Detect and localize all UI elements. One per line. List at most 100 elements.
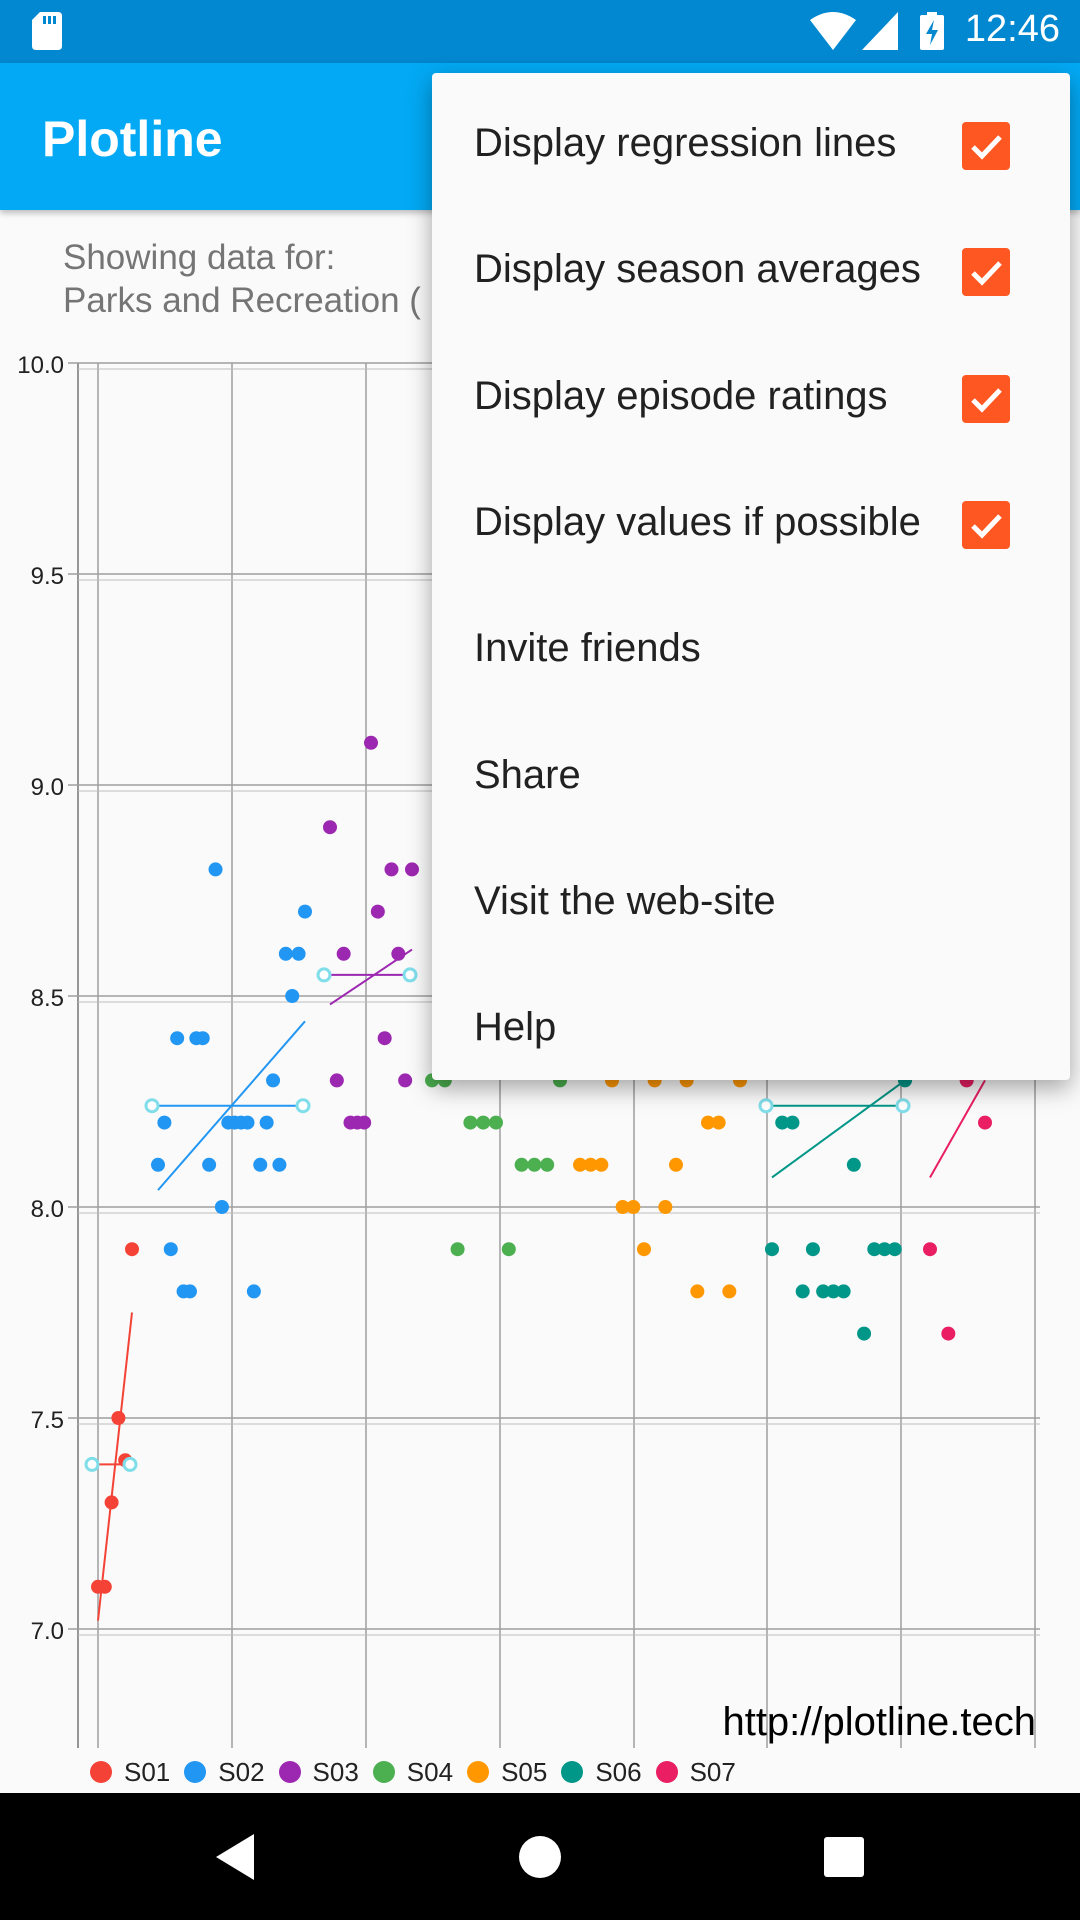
checkbox[interactable] <box>962 248 1010 297</box>
data-point-s04 <box>527 1157 542 1172</box>
legend-item-s05: S05 <box>467 1757 547 1788</box>
data-point-s07 <box>941 1326 956 1341</box>
y-tick-label: 8.0 <box>31 1196 64 1223</box>
data-point-s06 <box>805 1242 820 1257</box>
menu-item-label: Display values if possible <box>474 499 921 544</box>
checkbox[interactable] <box>962 374 1010 423</box>
data-point-s03 <box>364 735 378 750</box>
back-button[interactable] <box>176 1793 296 1920</box>
data-point-s02 <box>246 1284 261 1299</box>
clock: 12:46 <box>964 8 1060 50</box>
recents-button[interactable] <box>784 1793 904 1920</box>
data-point-s07 <box>923 1242 937 1257</box>
legend-label: S05 <box>501 1756 548 1787</box>
data-point-s03 <box>384 862 399 877</box>
data-point-s03 <box>370 904 385 919</box>
average-marker <box>895 1098 911 1114</box>
data-point-s04 <box>540 1157 555 1172</box>
menu-item-display-episode-ratings[interactable]: Display episode ratings <box>432 336 1070 462</box>
regression-line-s03 <box>329 948 413 1006</box>
legend-label: S01 <box>124 1756 171 1787</box>
checkmark-icon <box>971 261 1002 286</box>
data-point-s03 <box>336 946 351 961</box>
data-point-s02 <box>291 946 306 961</box>
legend-swatch <box>90 1761 112 1783</box>
data-point-s02 <box>259 1115 274 1130</box>
menu-item-help[interactable]: Help <box>432 967 1070 1093</box>
legend-label: S02 <box>218 1756 265 1787</box>
data-point-s03 <box>329 1073 344 1088</box>
menu-item-label: Display season averages <box>474 247 921 292</box>
menu-item-display-values-if-possible[interactable]: Display values if possible <box>432 462 1070 588</box>
menu-item-display-season-averages[interactable]: Display season averages <box>432 209 1070 335</box>
legend-item-s07: S07 <box>655 1756 736 1788</box>
average-marker <box>402 967 418 983</box>
regression-line-s02 <box>157 1020 306 1191</box>
checkbox[interactable] <box>962 500 1010 549</box>
data-point-s07 <box>978 1115 992 1130</box>
data-point-s02 <box>240 1115 255 1130</box>
sd-card-icon <box>32 12 62 50</box>
average-marker <box>758 1098 774 1114</box>
legend-label: S03 <box>312 1756 359 1787</box>
menu-item-display-regression-lines[interactable]: Display regression lines <box>432 83 1070 209</box>
data-point-s01 <box>125 1242 139 1257</box>
data-point-s02 <box>278 946 293 961</box>
recents-icon <box>824 1836 864 1877</box>
data-point-s03 <box>357 1115 372 1130</box>
data-point-s03 <box>398 1073 413 1088</box>
average-marker <box>122 1456 138 1472</box>
data-point-s02 <box>182 1284 197 1299</box>
data-point-s05 <box>669 1157 683 1172</box>
legend-swatch <box>372 1761 395 1783</box>
legend-label: S07 <box>689 1756 736 1787</box>
subtitle-line-1: Showing data for: <box>63 238 336 277</box>
data-point-s04 <box>514 1157 529 1172</box>
legend-label: S04 <box>406 1756 454 1787</box>
app-title: Plotline <box>42 111 223 167</box>
y-tick-label: 10.0 <box>17 352 64 379</box>
menu-item-label: Display regression lines <box>474 121 897 165</box>
menu-item-invite-friends[interactable]: Invite friends <box>432 588 1070 714</box>
data-point-s06 <box>785 1115 800 1130</box>
data-point-s04 <box>501 1242 516 1257</box>
data-point-s02 <box>170 1031 185 1046</box>
cell-signal-icon <box>862 12 898 50</box>
wifi-icon <box>810 12 856 50</box>
menu-item-visit-the-web-site[interactable]: Visit the web-site <box>432 841 1070 967</box>
average-marker <box>295 1098 311 1114</box>
data-point-s06 <box>816 1284 831 1299</box>
subtitle-line-2: Parks and Recreation ( <box>63 281 421 320</box>
status-bar: 12:46 <box>0 0 1080 63</box>
battery-icon <box>920 12 944 50</box>
data-point-s05 <box>722 1284 737 1299</box>
data-point-s05 <box>658 1200 673 1214</box>
data-point-s05 <box>583 1157 598 1172</box>
data-point-s05 <box>626 1200 641 1214</box>
legend-label: S06 <box>595 1756 642 1787</box>
checkmark-icon <box>971 387 1002 413</box>
legend-swatch <box>655 1761 678 1783</box>
data-point-s05 <box>701 1115 715 1130</box>
data-point-s04 <box>450 1242 465 1257</box>
data-point-s04 <box>489 1115 503 1130</box>
data-point-s05 <box>690 1284 705 1299</box>
data-point-s01 <box>97 1579 112 1594</box>
data-point-s04 <box>463 1115 478 1130</box>
menu-item-share[interactable]: Share <box>432 715 1070 841</box>
home-button[interactable] <box>480 1793 600 1920</box>
data-point-s05 <box>573 1157 587 1172</box>
data-point-s06 <box>765 1242 779 1257</box>
data-point-s05 <box>594 1157 609 1172</box>
data-point-s02 <box>157 1115 172 1130</box>
menu-item-label: Invite friends <box>474 626 701 671</box>
data-point-s03 <box>377 1031 392 1046</box>
data-point-s02 <box>151 1157 165 1172</box>
legend-item-s02: S02 <box>184 1756 265 1788</box>
menu-item-label: Display episode ratings <box>474 373 888 418</box>
data-point-s02 <box>195 1031 210 1046</box>
navigation-bar <box>0 1793 1080 1920</box>
checkbox[interactable] <box>962 122 1010 170</box>
data-point-s02 <box>272 1157 287 1172</box>
regression-line-s01 <box>97 1312 133 1621</box>
